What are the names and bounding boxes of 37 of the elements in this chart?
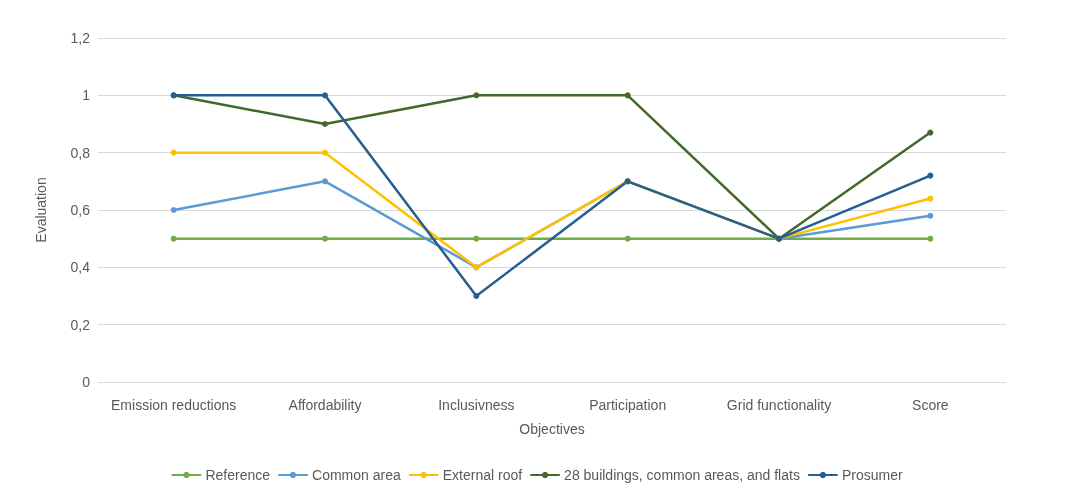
- point: [322, 92, 328, 99]
- y-tick-label: 0,4: [70, 259, 91, 276]
- legend-label: Prosumer: [841, 467, 903, 483]
- y-tick-label: 1: [82, 87, 91, 104]
- y-tick-label: 0,8: [70, 144, 91, 161]
- legend-label: External roof: [442, 467, 523, 483]
- legend-label: Common area: [312, 467, 401, 483]
- point: [927, 172, 934, 179]
- y-tick-label: 0,6: [70, 202, 91, 218]
- x-tick-label: Grid functionality: [726, 397, 832, 413]
- point: [927, 129, 934, 136]
- point: [927, 212, 934, 219]
- x-tick-label: Participation: [589, 397, 667, 413]
- point: [473, 235, 480, 242]
- y-tick-label: 1,2: [70, 30, 91, 46]
- point: [322, 235, 328, 242]
- point: [322, 178, 328, 185]
- point: [927, 235, 934, 242]
- x-axis-title: Objectives: [519, 421, 585, 437]
- x-tick-label: Score: [912, 397, 949, 413]
- legend-label: 28 buildings, common areas, and flats: [564, 467, 800, 483]
- point: [170, 149, 177, 156]
- y-tick-label: 0,2: [70, 316, 91, 333]
- x-tick-label: Affordability: [288, 397, 362, 413]
- point: [170, 235, 177, 242]
- x-tick-label: Inclusivness: [438, 397, 515, 413]
- point: [624, 92, 631, 99]
- legend-label: Reference: [205, 467, 271, 483]
- point: [473, 92, 480, 99]
- point: [473, 293, 480, 299]
- point: [322, 121, 328, 127]
- x-tick-label: Emission reductions: [111, 397, 237, 413]
- y-tick-label: 0: [82, 374, 91, 390]
- point: [624, 235, 631, 242]
- point: [322, 149, 328, 156]
- point: [170, 207, 177, 213]
- y-axis-title: Evaluation: [33, 177, 49, 243]
